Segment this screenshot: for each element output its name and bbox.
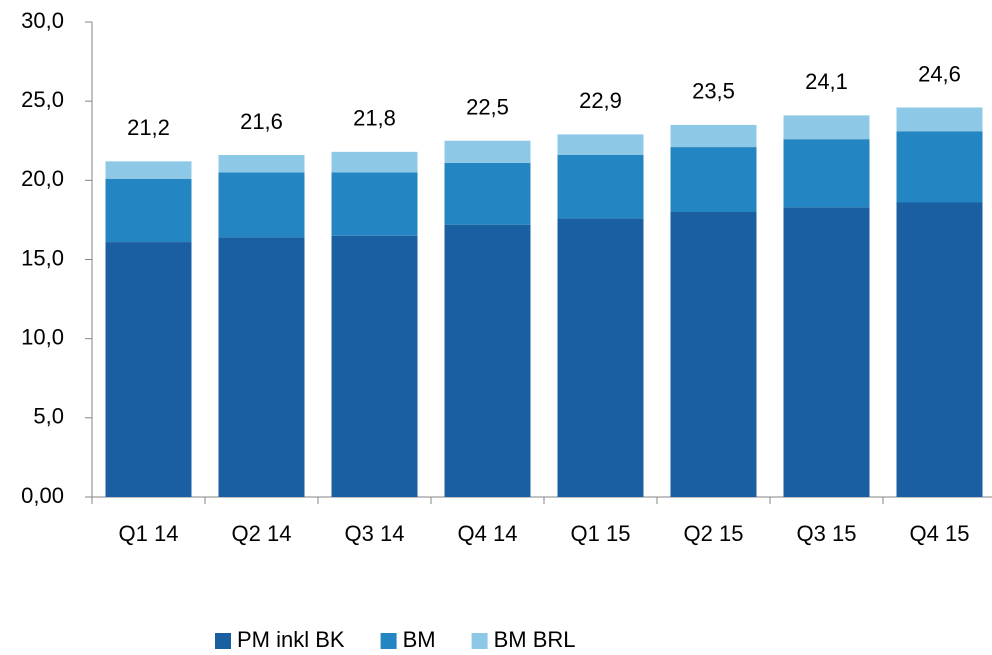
y-tick-label: 10,0 xyxy=(21,324,64,349)
y-tick-label: 15,0 xyxy=(21,245,64,270)
bar-segment xyxy=(218,155,305,173)
bar-segment xyxy=(896,131,983,203)
bar-segment xyxy=(670,147,757,212)
x-tick-label: Q1 15 xyxy=(571,521,631,546)
bar-segment xyxy=(670,124,757,148)
x-tick-label: Q2 14 xyxy=(232,521,292,546)
bar-segment xyxy=(557,218,644,498)
total-label: 23,5 xyxy=(692,79,735,104)
total-label: 21,6 xyxy=(240,109,283,134)
total-label: 24,1 xyxy=(805,69,848,94)
total-label: 21,8 xyxy=(353,106,396,131)
legend-swatch xyxy=(471,633,488,649)
bar-segment xyxy=(105,161,192,179)
legend-label: BM BRL xyxy=(494,627,576,652)
legend-label: PM inkl BK xyxy=(237,627,345,652)
bar-segment xyxy=(331,151,418,173)
bar-segment xyxy=(670,212,757,497)
total-label: 24,6 xyxy=(918,61,961,86)
x-tick-label: Q1 14 xyxy=(119,521,179,546)
x-tick-label: Q3 15 xyxy=(797,521,857,546)
legend-swatch xyxy=(380,633,397,649)
bar-segment xyxy=(896,107,983,132)
bar-segment xyxy=(444,162,531,225)
bar-segment xyxy=(557,155,644,219)
total-label: 22,9 xyxy=(579,88,622,113)
bar-segment xyxy=(444,140,531,163)
bar-segment xyxy=(444,224,531,497)
bar-segment xyxy=(783,139,870,208)
bar-segment xyxy=(783,115,870,140)
bar-segment xyxy=(218,172,305,238)
bar-segment xyxy=(331,172,418,236)
total-label: 22,5 xyxy=(466,95,509,120)
bar-segment xyxy=(105,178,192,243)
bar-segment xyxy=(783,207,870,497)
x-tick-label: Q4 14 xyxy=(458,521,518,546)
y-tick-label: 25,0 xyxy=(21,87,64,112)
x-tick-label: Q3 14 xyxy=(345,521,405,546)
y-tick-label: 0,00 xyxy=(21,483,64,508)
bar-segment xyxy=(557,134,644,155)
bar-segment xyxy=(331,235,418,497)
legend-swatch xyxy=(215,633,231,649)
bar-segment xyxy=(218,237,305,498)
bar-segment xyxy=(896,202,983,497)
y-tick-label: 20,0 xyxy=(21,166,64,191)
x-tick-label: Q4 15 xyxy=(910,521,970,546)
legend-label: BM xyxy=(403,627,436,652)
bar-segment xyxy=(105,242,192,497)
x-tick-label: Q2 15 xyxy=(684,521,744,546)
total-label: 21,2 xyxy=(127,115,170,140)
y-tick-label: 5,0 xyxy=(33,404,64,429)
y-tick-label: 30,0 xyxy=(21,8,64,33)
